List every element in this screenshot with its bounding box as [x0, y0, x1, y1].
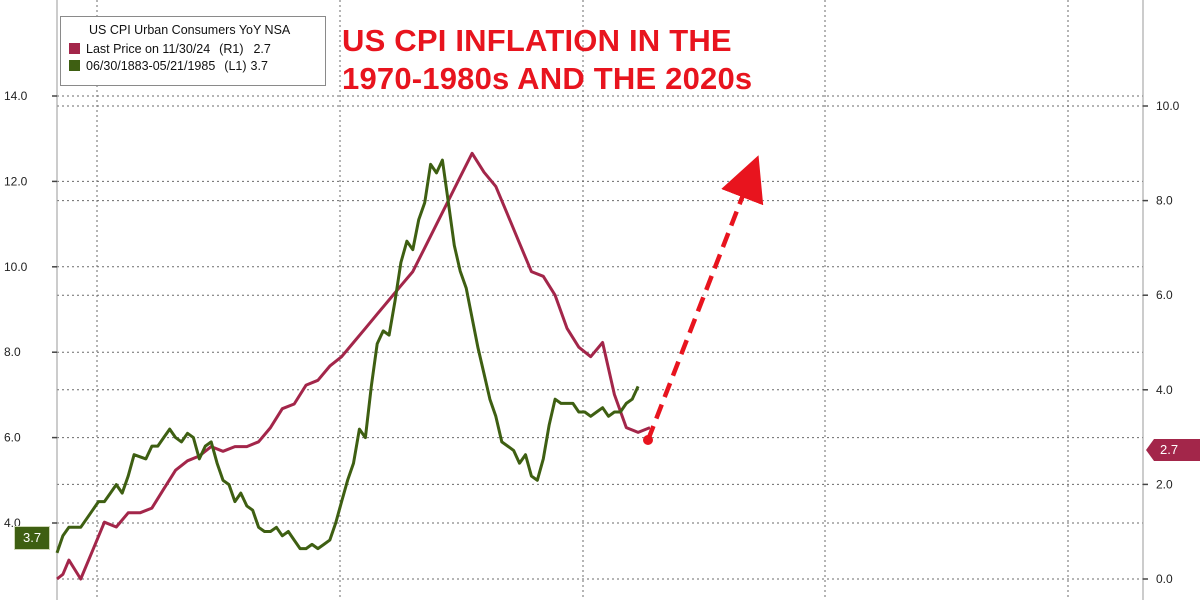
- grid-lines: [57, 0, 1143, 600]
- legend-title: US CPI Urban Consumers YoY NSA: [89, 23, 291, 37]
- legend: US CPI Urban Consumers YoY NSA Last Pric…: [60, 16, 326, 86]
- right-tick-label: 0.0: [1156, 572, 1173, 586]
- left-tick-label: 12.0: [4, 174, 28, 188]
- right-tick-label: 10.0: [1156, 99, 1180, 113]
- series-line-2020s: [56, 151, 651, 581]
- right-tick-label: 2.0: [1156, 477, 1173, 491]
- annotation-arrow: [643, 155, 764, 445]
- legend-entry-2020s: Last Price on 11/30/24 (R1) 2.7: [69, 40, 317, 57]
- right-tick-label: 6.0: [1156, 288, 1173, 302]
- left-last-value-badge: 3.7: [14, 526, 51, 550]
- legend-value-2020s: 2.7: [253, 41, 271, 56]
- legend-axis-2020s: (R1): [219, 41, 244, 56]
- legend-value-1970s: 3.7: [250, 58, 268, 73]
- chart-headline: US CPI INFLATION IN THE 1970-1980s AND T…: [342, 22, 752, 98]
- left-tick-label: 10.0: [4, 260, 28, 274]
- left-axis-ticks: 14.012.010.08.06.04.0: [4, 89, 57, 530]
- legend-entry-1970s: 06/30/1883-05/21/1985 (L1) 3.7: [69, 57, 317, 74]
- series-line-1970s: [55, 158, 640, 554]
- legend-label-1970s: 06/30/1883-05/21/1985: [86, 58, 216, 73]
- annotation-arrow-origin-dot: [643, 435, 653, 445]
- legend-swatch-1970s: [69, 60, 80, 71]
- headline-line-1: US CPI INFLATION IN THE: [342, 23, 732, 58]
- series-lines: [55, 151, 651, 581]
- right-axis-ticks: 10.0 8.0 6.0 4.0 2.0 0.0: [1143, 99, 1180, 586]
- annotation-arrow-shaft: [645, 155, 764, 441]
- left-tick-label: 8.0: [4, 345, 21, 359]
- headline-line-2: 1970-1980s AND THE 2020s: [342, 61, 753, 96]
- left-tick-label: 6.0: [4, 431, 21, 445]
- right-tick-label: 4.0: [1156, 383, 1173, 397]
- left-tick-label: 14.0: [4, 89, 28, 103]
- right-tick-label: 8.0: [1156, 194, 1173, 208]
- right-last-value-badge: 2.7: [1146, 439, 1200, 461]
- legend-axis-1970s: (L1): [224, 58, 247, 73]
- legend-swatch-2020s: [69, 43, 80, 54]
- legend-label-2020s: Last Price on 11/30/24: [86, 41, 211, 56]
